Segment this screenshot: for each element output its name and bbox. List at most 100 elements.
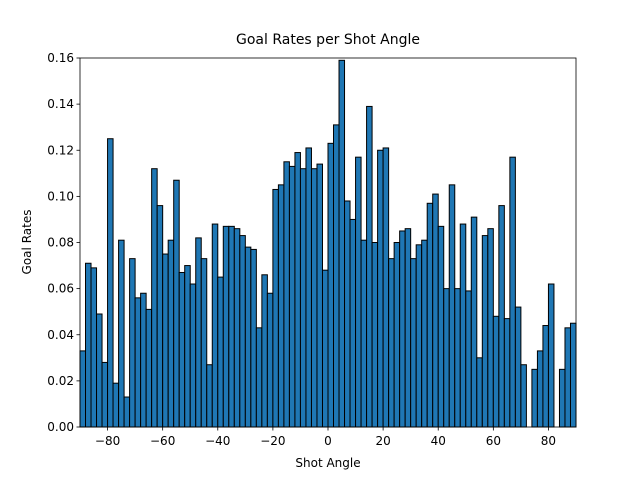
bar: [233, 228, 241, 428]
bar: [404, 228, 412, 428]
bar: [569, 322, 577, 428]
y-tick-label: 0.10: [47, 189, 74, 203]
bar: [134, 297, 142, 428]
x-tick-label: 40: [431, 434, 446, 448]
y-tick-label: 0.04: [47, 328, 74, 342]
y-tick-label: 0.02: [47, 374, 74, 388]
x-tick-label: 0: [324, 434, 332, 448]
bar: [129, 258, 136, 428]
bar: [283, 161, 290, 428]
chart-title: Goal Rates per Shot Angle: [236, 32, 420, 48]
x-tick-label: −20: [260, 434, 285, 448]
bar: [503, 318, 511, 428]
bar: [432, 193, 439, 428]
bar: [228, 225, 235, 428]
bar: [200, 258, 208, 428]
bar: [547, 283, 555, 428]
x-tick-label: 80: [541, 434, 556, 448]
axes-frame: [79, 57, 577, 428]
bar: [217, 276, 224, 428]
x-tick-label: 20: [375, 434, 390, 448]
y-tick-label: 0.16: [47, 51, 74, 65]
bar: [277, 184, 285, 428]
bar: [536, 350, 544, 428]
x-tick-label: 60: [486, 434, 501, 448]
bar: [305, 147, 312, 428]
bar: [151, 168, 158, 428]
bar: [371, 242, 379, 428]
bar: [454, 288, 461, 428]
bar: [266, 292, 274, 428]
bar: [145, 308, 153, 428]
bar: [443, 288, 450, 428]
bar: [195, 237, 202, 428]
bar: [90, 267, 98, 428]
bar: [333, 124, 340, 428]
y-tick-label: 0.06: [47, 282, 74, 296]
bar: [476, 357, 483, 428]
bar: [421, 239, 428, 428]
bar: [255, 327, 263, 428]
bar: [96, 313, 103, 428]
bar: [288, 165, 296, 428]
bar: [393, 242, 401, 428]
bar: [85, 262, 92, 428]
bar: [140, 292, 147, 428]
y-tick-label: 0.00: [47, 420, 74, 434]
bar: [184, 265, 191, 428]
bar: [470, 216, 478, 428]
bar: [366, 105, 373, 428]
bar: [558, 368, 566, 428]
bar: [492, 315, 500, 428]
bar: [272, 188, 279, 428]
bar: [377, 149, 384, 428]
bar: [79, 350, 87, 428]
bar: [167, 239, 175, 428]
bar: [162, 253, 169, 428]
bar: [564, 327, 571, 428]
bar: [239, 235, 246, 428]
y-tick-label: 0.12: [47, 143, 74, 157]
bar: [250, 248, 257, 428]
bar: [520, 364, 527, 428]
bar: [415, 244, 423, 428]
bar: [465, 290, 472, 428]
bar: [437, 225, 445, 428]
bar: [123, 396, 131, 428]
bar: [531, 368, 538, 428]
bar: [498, 205, 505, 428]
bar: [316, 163, 323, 428]
bar: [107, 138, 114, 428]
y-axis-label: Goal Rates: [20, 210, 34, 275]
bar: [211, 223, 219, 428]
bar: [487, 228, 494, 428]
bar: [410, 258, 417, 428]
bar: [244, 246, 252, 428]
bar: [321, 269, 329, 428]
y-tick-label: 0.14: [47, 97, 74, 111]
bar: [448, 184, 456, 428]
bar: [118, 239, 125, 428]
bar: [344, 200, 351, 428]
bar: [112, 382, 120, 428]
bar: [178, 271, 186, 428]
bar: [189, 283, 197, 428]
x-tick-label: −60: [150, 434, 175, 448]
bar: [388, 258, 395, 428]
bar: [156, 205, 164, 428]
bar: [299, 168, 307, 428]
x-axis-label: Shot Angle: [295, 456, 360, 470]
bar: [173, 179, 180, 428]
bar: [261, 274, 268, 428]
bar: [206, 364, 213, 428]
bar: [310, 168, 318, 428]
bar: [382, 147, 390, 428]
bar: [101, 361, 109, 428]
bar: [349, 218, 357, 428]
bar: [459, 223, 467, 428]
y-tick-label: 0.08: [47, 236, 74, 250]
x-tick-label: −40: [205, 434, 230, 448]
bar: [481, 235, 489, 428]
bar: [360, 239, 368, 428]
